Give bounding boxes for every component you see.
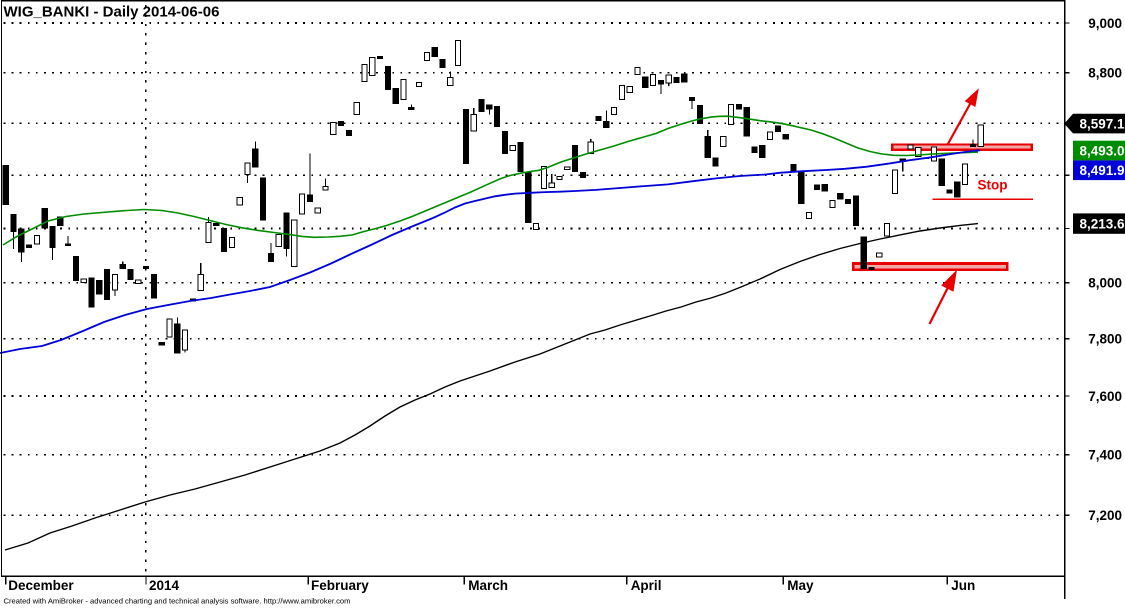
- svg-text:8,213.68: 8,213.68: [1080, 216, 1125, 231]
- svg-text:8,597.18: 8,597.18: [1080, 117, 1125, 132]
- svg-text:9,000: 9,000: [1088, 16, 1122, 31]
- svg-text:7,200: 7,200: [1088, 508, 1122, 523]
- svg-text:7,400: 7,400: [1088, 448, 1122, 463]
- svg-text:Jun: Jun: [951, 578, 975, 593]
- svg-text:2014: 2014: [149, 578, 180, 593]
- svg-text:March: March: [468, 578, 508, 593]
- svg-text:8,491.92: 8,491.92: [1080, 163, 1125, 178]
- svg-text:7,800: 7,800: [1088, 332, 1122, 347]
- svg-text:WIG_BANKI - Daily 2014-06-06: WIG_BANKI - Daily 2014-06-06: [4, 4, 220, 21]
- svg-text:8,800: 8,800: [1088, 66, 1122, 81]
- svg-text:April: April: [631, 578, 662, 593]
- svg-text:Stop: Stop: [978, 178, 1008, 193]
- svg-text:8,493.06: 8,493.06: [1080, 143, 1125, 158]
- svg-text:December: December: [8, 578, 74, 593]
- svg-text:8,000: 8,000: [1088, 276, 1122, 291]
- svg-text:7,600: 7,600: [1088, 389, 1122, 404]
- svg-text:Created with AmiBroker - advan: Created with AmiBroker - advanced charti…: [4, 597, 351, 606]
- svg-text:May: May: [787, 578, 814, 593]
- svg-text:February: February: [311, 578, 369, 593]
